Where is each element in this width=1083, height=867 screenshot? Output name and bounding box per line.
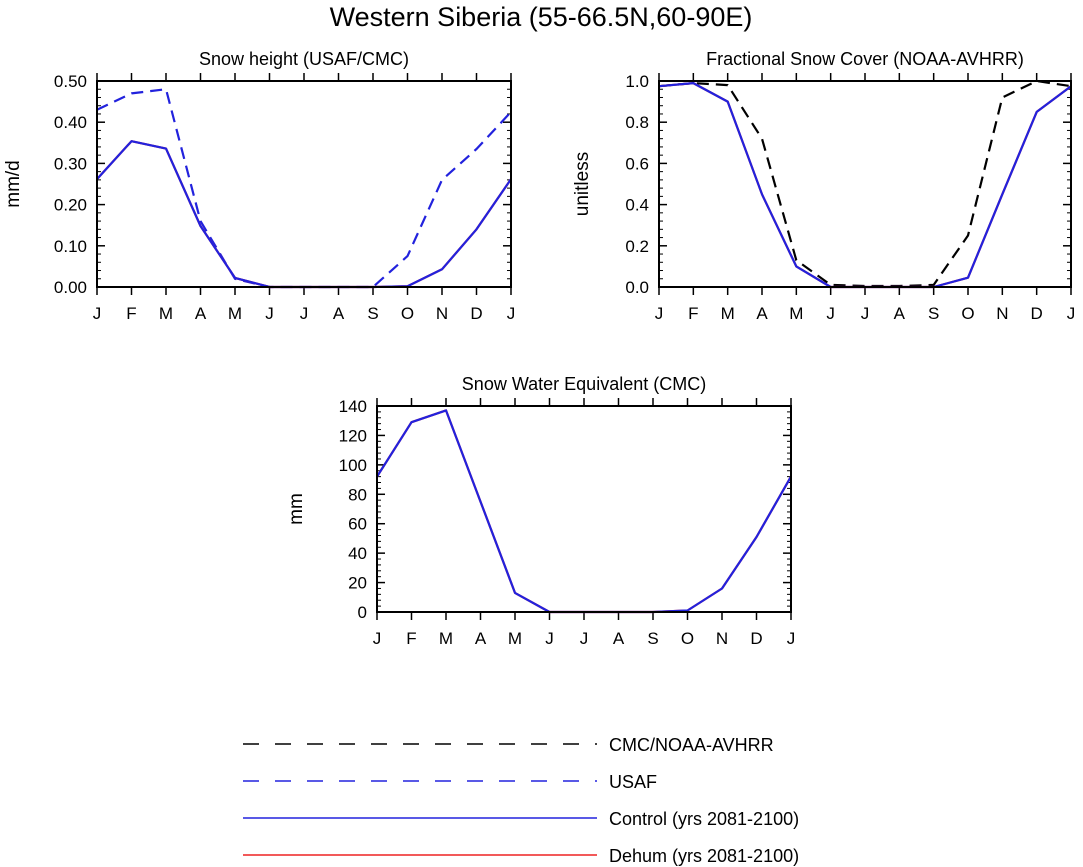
y-tick-label: 100 (339, 456, 367, 475)
y-tick-label: 0.2 (625, 237, 649, 256)
x-tick-label: J (300, 304, 309, 323)
x-tick-label: J (1067, 304, 1076, 323)
chart-panel-2: Fractional Snow Cover (NOAA-AVHRR) unitle… (572, 49, 1075, 323)
y-tick-label: 0 (358, 603, 367, 622)
y-tick-label: 0.20 (54, 196, 87, 215)
y-tick-label: 0.0 (625, 278, 649, 297)
series-line-dehum (376, 409, 792, 614)
panel-title: Snow Water Equivalent (CMC) (462, 374, 706, 394)
legend-label-obs: CMC/NOAA-AVHRR (609, 735, 774, 755)
figure-title: Western Siberia (55-66.5N,60-90E) (330, 2, 753, 32)
chart-panel-3: Snow Water Equivalent (CMC) mm 0 20 40 60 80 10… (286, 374, 795, 648)
y-tick-label: 0.4 (625, 196, 649, 215)
x-tick-label: N (996, 304, 1008, 323)
legend-label-usaf: USAF (609, 772, 657, 792)
x-tick-label: A (333, 304, 345, 323)
x-tick-label: J (580, 629, 589, 648)
x-tick-label: D (470, 304, 482, 323)
plot-frame (658, 80, 1072, 288)
y-tick-label: 1.0 (625, 72, 649, 91)
x-tick-label: F (406, 629, 416, 648)
y-tick-label: 0.8 (625, 113, 649, 132)
plot-frame (96, 80, 512, 288)
x-tick-label: N (436, 304, 448, 323)
y-tick-label: 0.50 (54, 72, 87, 91)
y-tick-label: 20 (348, 574, 367, 593)
x-tick-label: M (159, 304, 173, 323)
x-tick-label: S (367, 304, 378, 323)
series-line-dehum (658, 81, 1072, 289)
x-tick-label: J (373, 629, 382, 648)
x-tick-label: S (928, 304, 939, 323)
x-tick-label: F (688, 304, 698, 323)
x-tick-label: J (265, 304, 274, 323)
x-tick-label: D (1031, 304, 1043, 323)
x-tick-label: J (545, 629, 554, 648)
y-tick-label: 40 (348, 544, 367, 563)
series-line-control (376, 409, 792, 614)
plot-frame (376, 405, 792, 613)
x-tick-label: M (228, 304, 242, 323)
x-tick-label: A (195, 304, 207, 323)
x-tick-label: A (475, 629, 487, 648)
series-line-usaf (96, 88, 512, 289)
x-tick-label: F (126, 304, 136, 323)
panel-title: Fractional Snow Cover (NOAA-AVHRR) (706, 49, 1024, 69)
y-tick-label: 60 (348, 515, 367, 534)
x-tick-label: J (861, 304, 870, 323)
y-tick-label: 120 (339, 426, 367, 445)
x-tick-label: M (721, 304, 735, 323)
legend-label-control: Control (yrs 2081-2100) (609, 809, 799, 829)
y-axis-label: unitless (572, 152, 593, 216)
legend-label-dehum: Dehum (yrs 2081-2100) (609, 846, 799, 866)
x-tick-label: J (787, 629, 796, 648)
y-tick-label: 140 (339, 397, 367, 416)
y-axis-label: mm (286, 493, 307, 525)
x-tick-label: M (508, 629, 522, 648)
x-tick-label: A (613, 629, 625, 648)
chart-panel-1: Snow height (USAF/CMC) mm/d 0.00 0.10 0.20 0.… (3, 49, 515, 323)
x-tick-label: J (655, 304, 664, 323)
x-tick-label: O (961, 304, 974, 323)
legend: CMC/NOAA-AVHRR USAF Control (yrs 2081-2100… (243, 735, 799, 866)
series-line-control (96, 140, 512, 289)
y-axis-label: mm/d (3, 160, 24, 208)
x-tick-label: S (647, 629, 658, 648)
y-tick-label: 0.10 (54, 237, 87, 256)
panel-title: Snow height (USAF/CMC) (199, 49, 409, 69)
series-line-obs (658, 79, 1072, 288)
x-tick-label: M (789, 304, 803, 323)
series-line-dehum (96, 140, 512, 289)
x-tick-label: O (681, 629, 694, 648)
y-tick-label: 0.00 (54, 278, 87, 297)
y-tick-label: 0.40 (54, 113, 87, 132)
x-tick-label: A (894, 304, 906, 323)
x-tick-label: J (507, 304, 516, 323)
x-tick-label: J (93, 304, 102, 323)
series-line-control (658, 81, 1072, 289)
chart-panels: Snow height (USAF/CMC)mm/d0.000.100.200.… (3, 49, 1075, 648)
x-tick-label: O (401, 304, 414, 323)
x-tick-label: A (756, 304, 768, 323)
x-tick-label: M (439, 629, 453, 648)
y-tick-label: 0.30 (54, 154, 87, 173)
x-tick-label: D (750, 629, 762, 648)
y-tick-label: 0.6 (625, 154, 649, 173)
x-tick-label: J (826, 304, 835, 323)
y-tick-label: 80 (348, 485, 367, 504)
x-tick-label: N (716, 629, 728, 648)
